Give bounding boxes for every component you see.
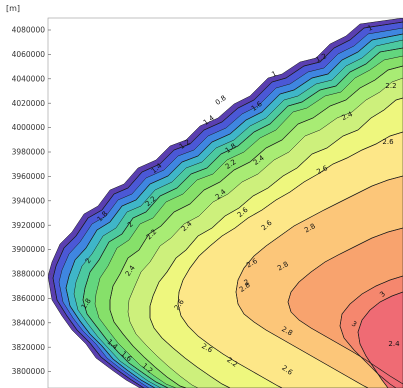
contour-label: 1 [270, 70, 277, 79]
y-tick-label: 3860000 [12, 294, 46, 303]
y-tick-label: 3920000 [12, 221, 46, 230]
contour-label: 2 [84, 257, 93, 265]
contour-line [357, 291, 403, 388]
y-tick-label: 3900000 [12, 245, 46, 254]
contour-label: 2 [243, 278, 251, 287]
contour-line [82, 47, 403, 388]
y-tick-label: 3940000 [12, 196, 46, 205]
contour-label: 2 [126, 220, 135, 229]
y-tick-label: 3840000 [12, 318, 46, 327]
contour-line [235, 175, 403, 388]
y-tick-label: 3880000 [12, 270, 46, 279]
y-tick-label: 4080000 [12, 26, 46, 35]
contour-label: 1 [366, 24, 373, 33]
contour-lines [52, 21, 403, 388]
contour-label: 1.2 [314, 52, 327, 64]
y-tick-label: 4000000 [12, 123, 46, 132]
axis-unit-label: [m] [6, 4, 21, 13]
contour-line [287, 227, 403, 385]
y-tick-label: 3820000 [12, 343, 46, 352]
y-tick-label: 3980000 [12, 148, 46, 157]
contour-label: 2.4 [388, 340, 400, 348]
contour-line [149, 97, 403, 388]
contour-label: 2.6 [382, 138, 394, 146]
contour-line [177, 131, 403, 388]
contour-line [65, 33, 403, 388]
y-tick-label: 3960000 [12, 172, 46, 181]
y-axis: 4080000 4060000 4040000 4020000 4000000 39800… [12, 26, 51, 376]
y-tick-label: 4040000 [12, 74, 46, 83]
contour-label: 3 [378, 290, 387, 299]
contour-line [109, 65, 403, 388]
y-tick-label: 3800000 [12, 367, 46, 376]
contour-line [52, 21, 403, 388]
y-tick-label: 4060000 [12, 50, 46, 59]
contour-label: 2.2 [385, 82, 396, 90]
contour-label: 3 [350, 320, 358, 329]
y-tick-label: 4020000 [12, 99, 46, 108]
contour-fills [48, 18, 403, 388]
